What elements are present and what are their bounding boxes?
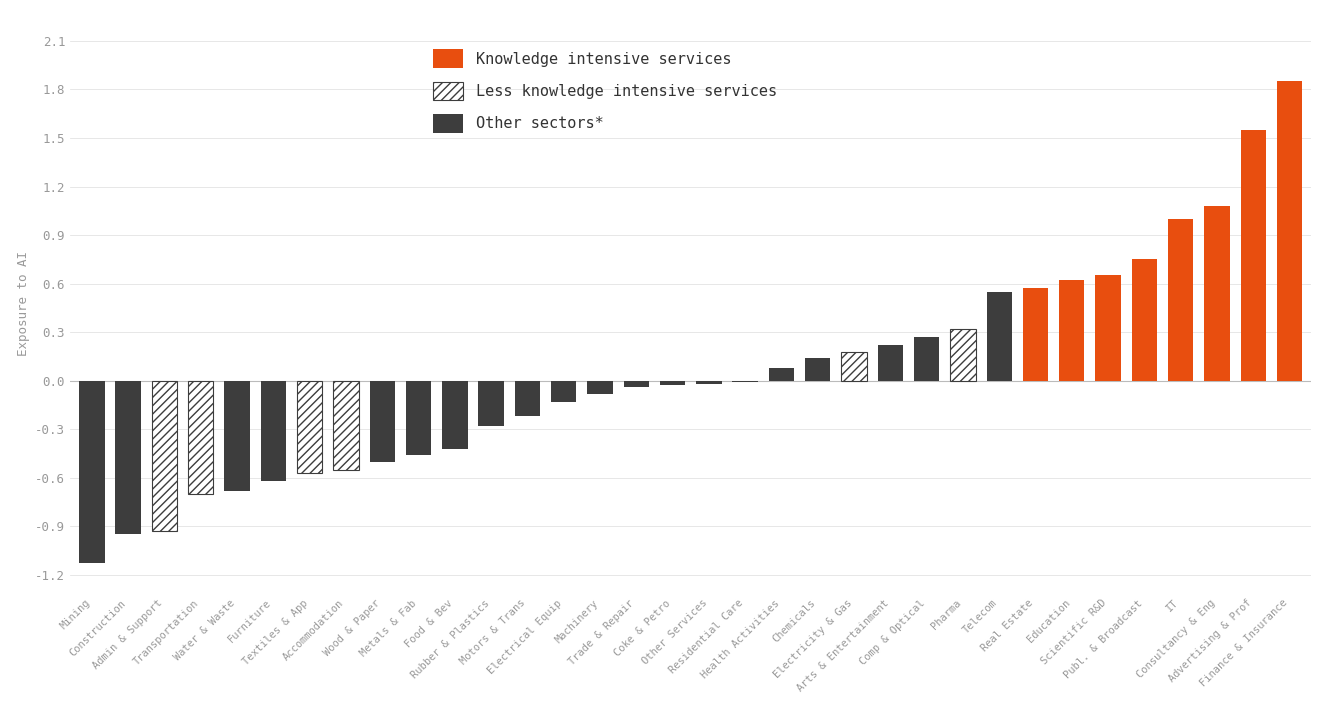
Bar <box>260 381 286 481</box>
Bar <box>478 381 503 426</box>
Legend: Knowledge intensive services, Less knowledge intensive services, Other sectors*: Knowledge intensive services, Less knowl… <box>425 41 785 141</box>
Bar <box>624 381 649 387</box>
Bar <box>660 381 685 386</box>
Bar <box>987 292 1012 381</box>
Bar <box>587 381 612 393</box>
Bar <box>842 351 867 381</box>
Bar <box>1131 259 1157 381</box>
Bar <box>1240 130 1266 381</box>
Bar <box>1276 82 1303 381</box>
Bar <box>733 381 758 382</box>
Bar <box>406 381 432 455</box>
Bar <box>914 337 939 381</box>
Bar <box>369 381 394 462</box>
Bar <box>515 381 540 416</box>
Bar <box>442 381 467 449</box>
Bar <box>151 381 177 531</box>
Bar <box>951 329 976 381</box>
Bar <box>80 381 105 564</box>
Bar <box>878 345 903 381</box>
Bar <box>189 381 214 494</box>
Bar <box>1023 288 1048 381</box>
Bar <box>769 368 794 381</box>
Bar <box>116 381 141 535</box>
Bar <box>297 381 323 473</box>
Bar <box>805 358 830 381</box>
Bar <box>1204 206 1230 381</box>
Y-axis label: Exposure to AI: Exposure to AI <box>17 251 29 356</box>
Bar <box>333 381 359 469</box>
Bar <box>1167 219 1194 381</box>
Bar <box>1096 275 1121 381</box>
Bar <box>224 381 250 491</box>
Bar <box>551 381 576 402</box>
Bar <box>696 381 721 384</box>
Bar <box>1060 280 1085 381</box>
